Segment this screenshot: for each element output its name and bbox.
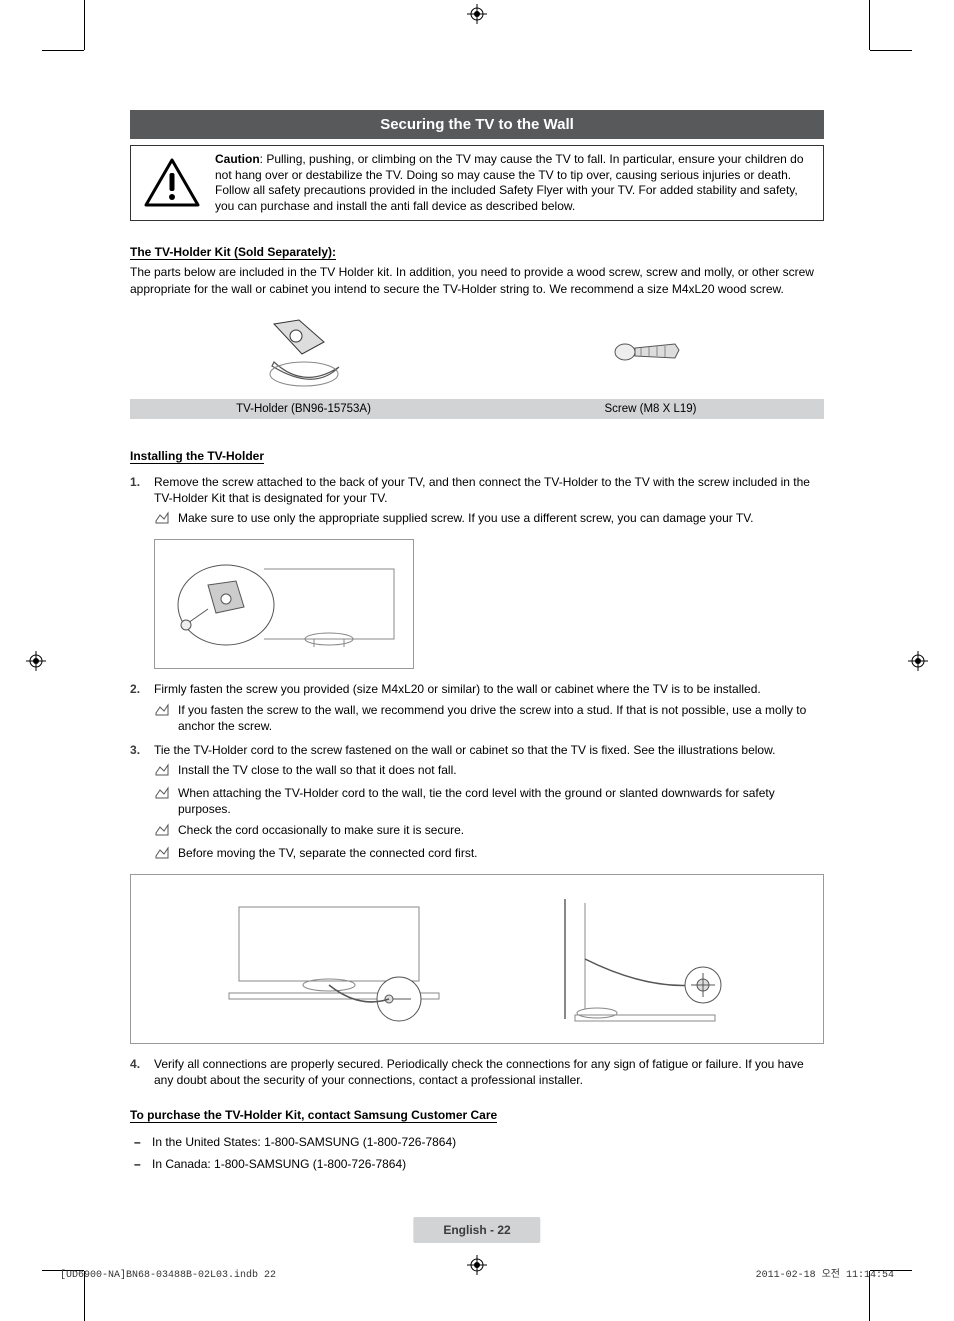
step-2: Firmly fasten the screw you provided (si… — [130, 681, 824, 734]
step-3-note1-text: Install the TV close to the wall so that… — [178, 762, 457, 778]
kit-intro: The parts below are included in the TV H… — [130, 264, 824, 296]
note-icon — [154, 786, 172, 804]
step-3-note2: When attaching the TV-Holder cord to the… — [154, 785, 824, 817]
step-2-note-text: If you fasten the screw to the wall, we … — [178, 702, 824, 734]
figure-step1 — [154, 539, 414, 669]
install-steps: Remove the screw attached to the back of… — [130, 474, 824, 864]
note-icon — [154, 763, 172, 781]
print-file-info: [UD6900-NA]BN68-03488B-02L03.indb 22 — [60, 1270, 276, 1281]
note-icon — [154, 823, 172, 841]
step-1: Remove the screw attached to the back of… — [130, 474, 824, 670]
purchase-heading: To purchase the TV-Holder Kit, contact S… — [130, 1108, 497, 1123]
purchase-us: In the United States: 1-800-SAMSUNG (1-8… — [130, 1133, 824, 1152]
step-1-text: Remove the screw attached to the back of… — [154, 475, 810, 505]
step-3-note1: Install the TV close to the wall so that… — [154, 762, 824, 781]
tv-holder-figure — [130, 307, 477, 397]
install-heading: Installing the TV-Holder — [130, 449, 264, 464]
caution-text: Caution: Pulling, pushing, or climbing o… — [215, 152, 813, 214]
caution-box: Caution: Pulling, pushing, or climbing o… — [130, 145, 824, 221]
registration-mark-icon — [467, 1255, 487, 1275]
step-1-note-text: Make sure to use only the appropriate su… — [178, 510, 753, 526]
step-2-note: If you fasten the screw to the wall, we … — [154, 702, 824, 734]
kit-heading: The TV-Holder Kit (Sold Separately): — [130, 245, 336, 260]
step-3-note3-text: Check the cord occasionally to make sure… — [178, 822, 464, 838]
step-2-text: Firmly fasten the screw you provided (si… — [154, 682, 761, 696]
caution-body: : Pulling, pushing, or climbing on the T… — [215, 152, 804, 213]
note-icon — [154, 703, 172, 721]
install-steps-cont: Verify all connections are properly secu… — [130, 1056, 824, 1088]
step-3-note4-text: Before moving the TV, separate the conne… — [178, 845, 478, 861]
purchase-list: In the United States: 1-800-SAMSUNG (1-8… — [130, 1133, 824, 1173]
crop-mark — [84, 0, 85, 50]
registration-mark-icon — [467, 4, 487, 24]
figure-step3 — [130, 874, 824, 1044]
page: Securing the TV to the Wall Caution: Pul… — [0, 0, 954, 1321]
step-3-note4: Before moving the TV, separate the conne… — [154, 845, 824, 864]
registration-mark-icon — [26, 651, 46, 671]
page-title: Securing the TV to the Wall — [130, 110, 824, 139]
purchase-ca: In Canada: 1-800-SAMSUNG (1-800-726-7864… — [130, 1155, 824, 1174]
caution-label: Caution — [215, 152, 260, 166]
crop-mark — [869, 0, 870, 50]
step-3-text: Tie the TV-Holder cord to the screw fast… — [154, 743, 775, 757]
step-3: Tie the TV-Holder cord to the screw fast… — [130, 742, 824, 864]
print-date-info: 2011-02-18 오전 11:14:54 — [756, 1265, 894, 1281]
note-icon — [154, 511, 172, 529]
note-icon — [154, 846, 172, 864]
step-3-note3: Check the cord occasionally to make sure… — [154, 822, 824, 841]
part-label-screw: Screw (M8 X L19) — [477, 399, 824, 419]
step-1-note: Make sure to use only the appropriate su… — [154, 510, 824, 529]
parts-figure-row — [130, 307, 824, 397]
crop-mark — [870, 50, 912, 51]
page-language-footer: English - 22 — [413, 1217, 540, 1243]
warning-icon — [141, 157, 203, 209]
step-4: Verify all connections are properly secu… — [130, 1056, 824, 1088]
parts-labels-row: TV-Holder (BN96-15753A) Screw (M8 X L19) — [130, 399, 824, 419]
screw-figure — [477, 307, 824, 397]
registration-mark-icon — [908, 651, 928, 671]
step-3-note2-text: When attaching the TV-Holder cord to the… — [178, 785, 824, 817]
step-4-text: Verify all connections are properly secu… — [154, 1057, 804, 1087]
part-label-holder: TV-Holder (BN96-15753A) — [130, 399, 477, 419]
crop-mark — [42, 50, 84, 51]
